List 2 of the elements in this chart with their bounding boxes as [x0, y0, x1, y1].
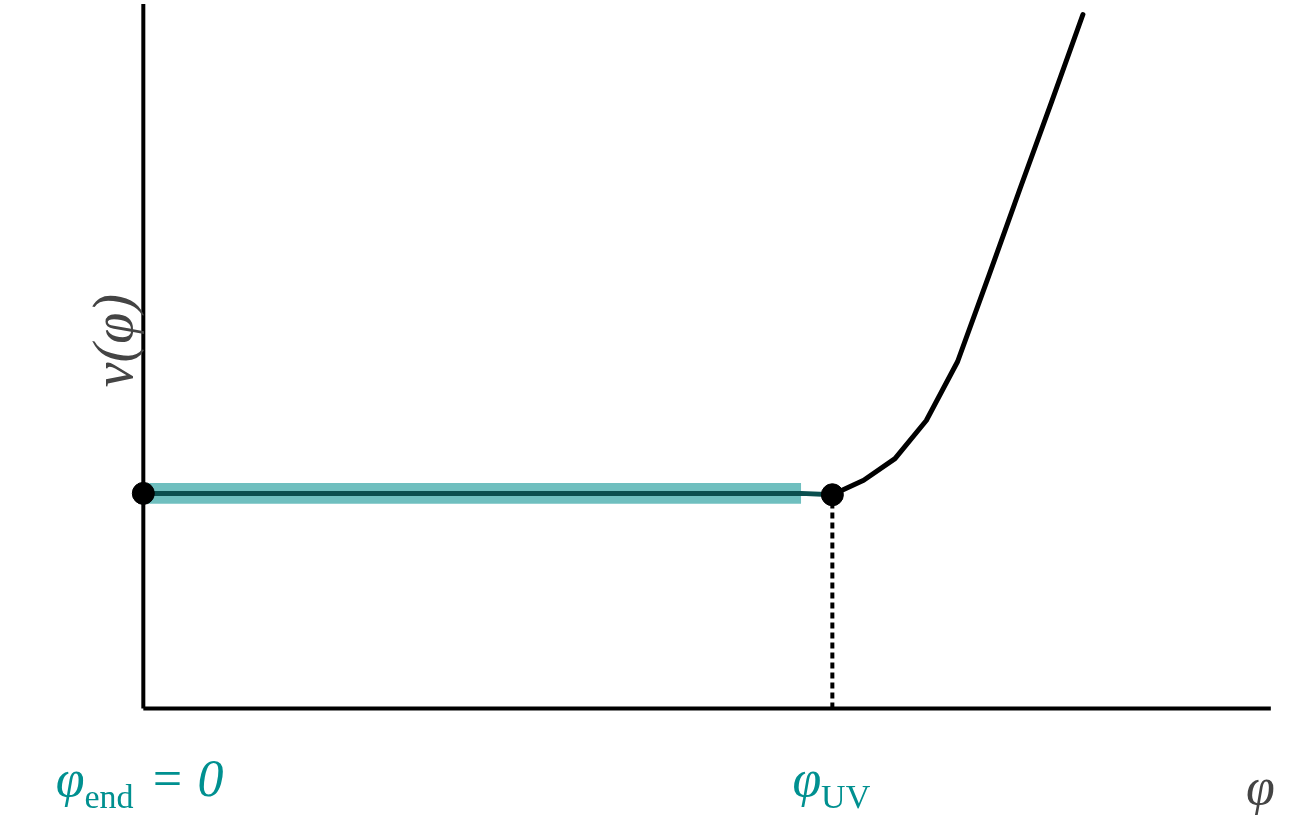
y-axis-title: v(φ) — [82, 294, 146, 388]
x-axis-title: φ — [1246, 758, 1275, 816]
